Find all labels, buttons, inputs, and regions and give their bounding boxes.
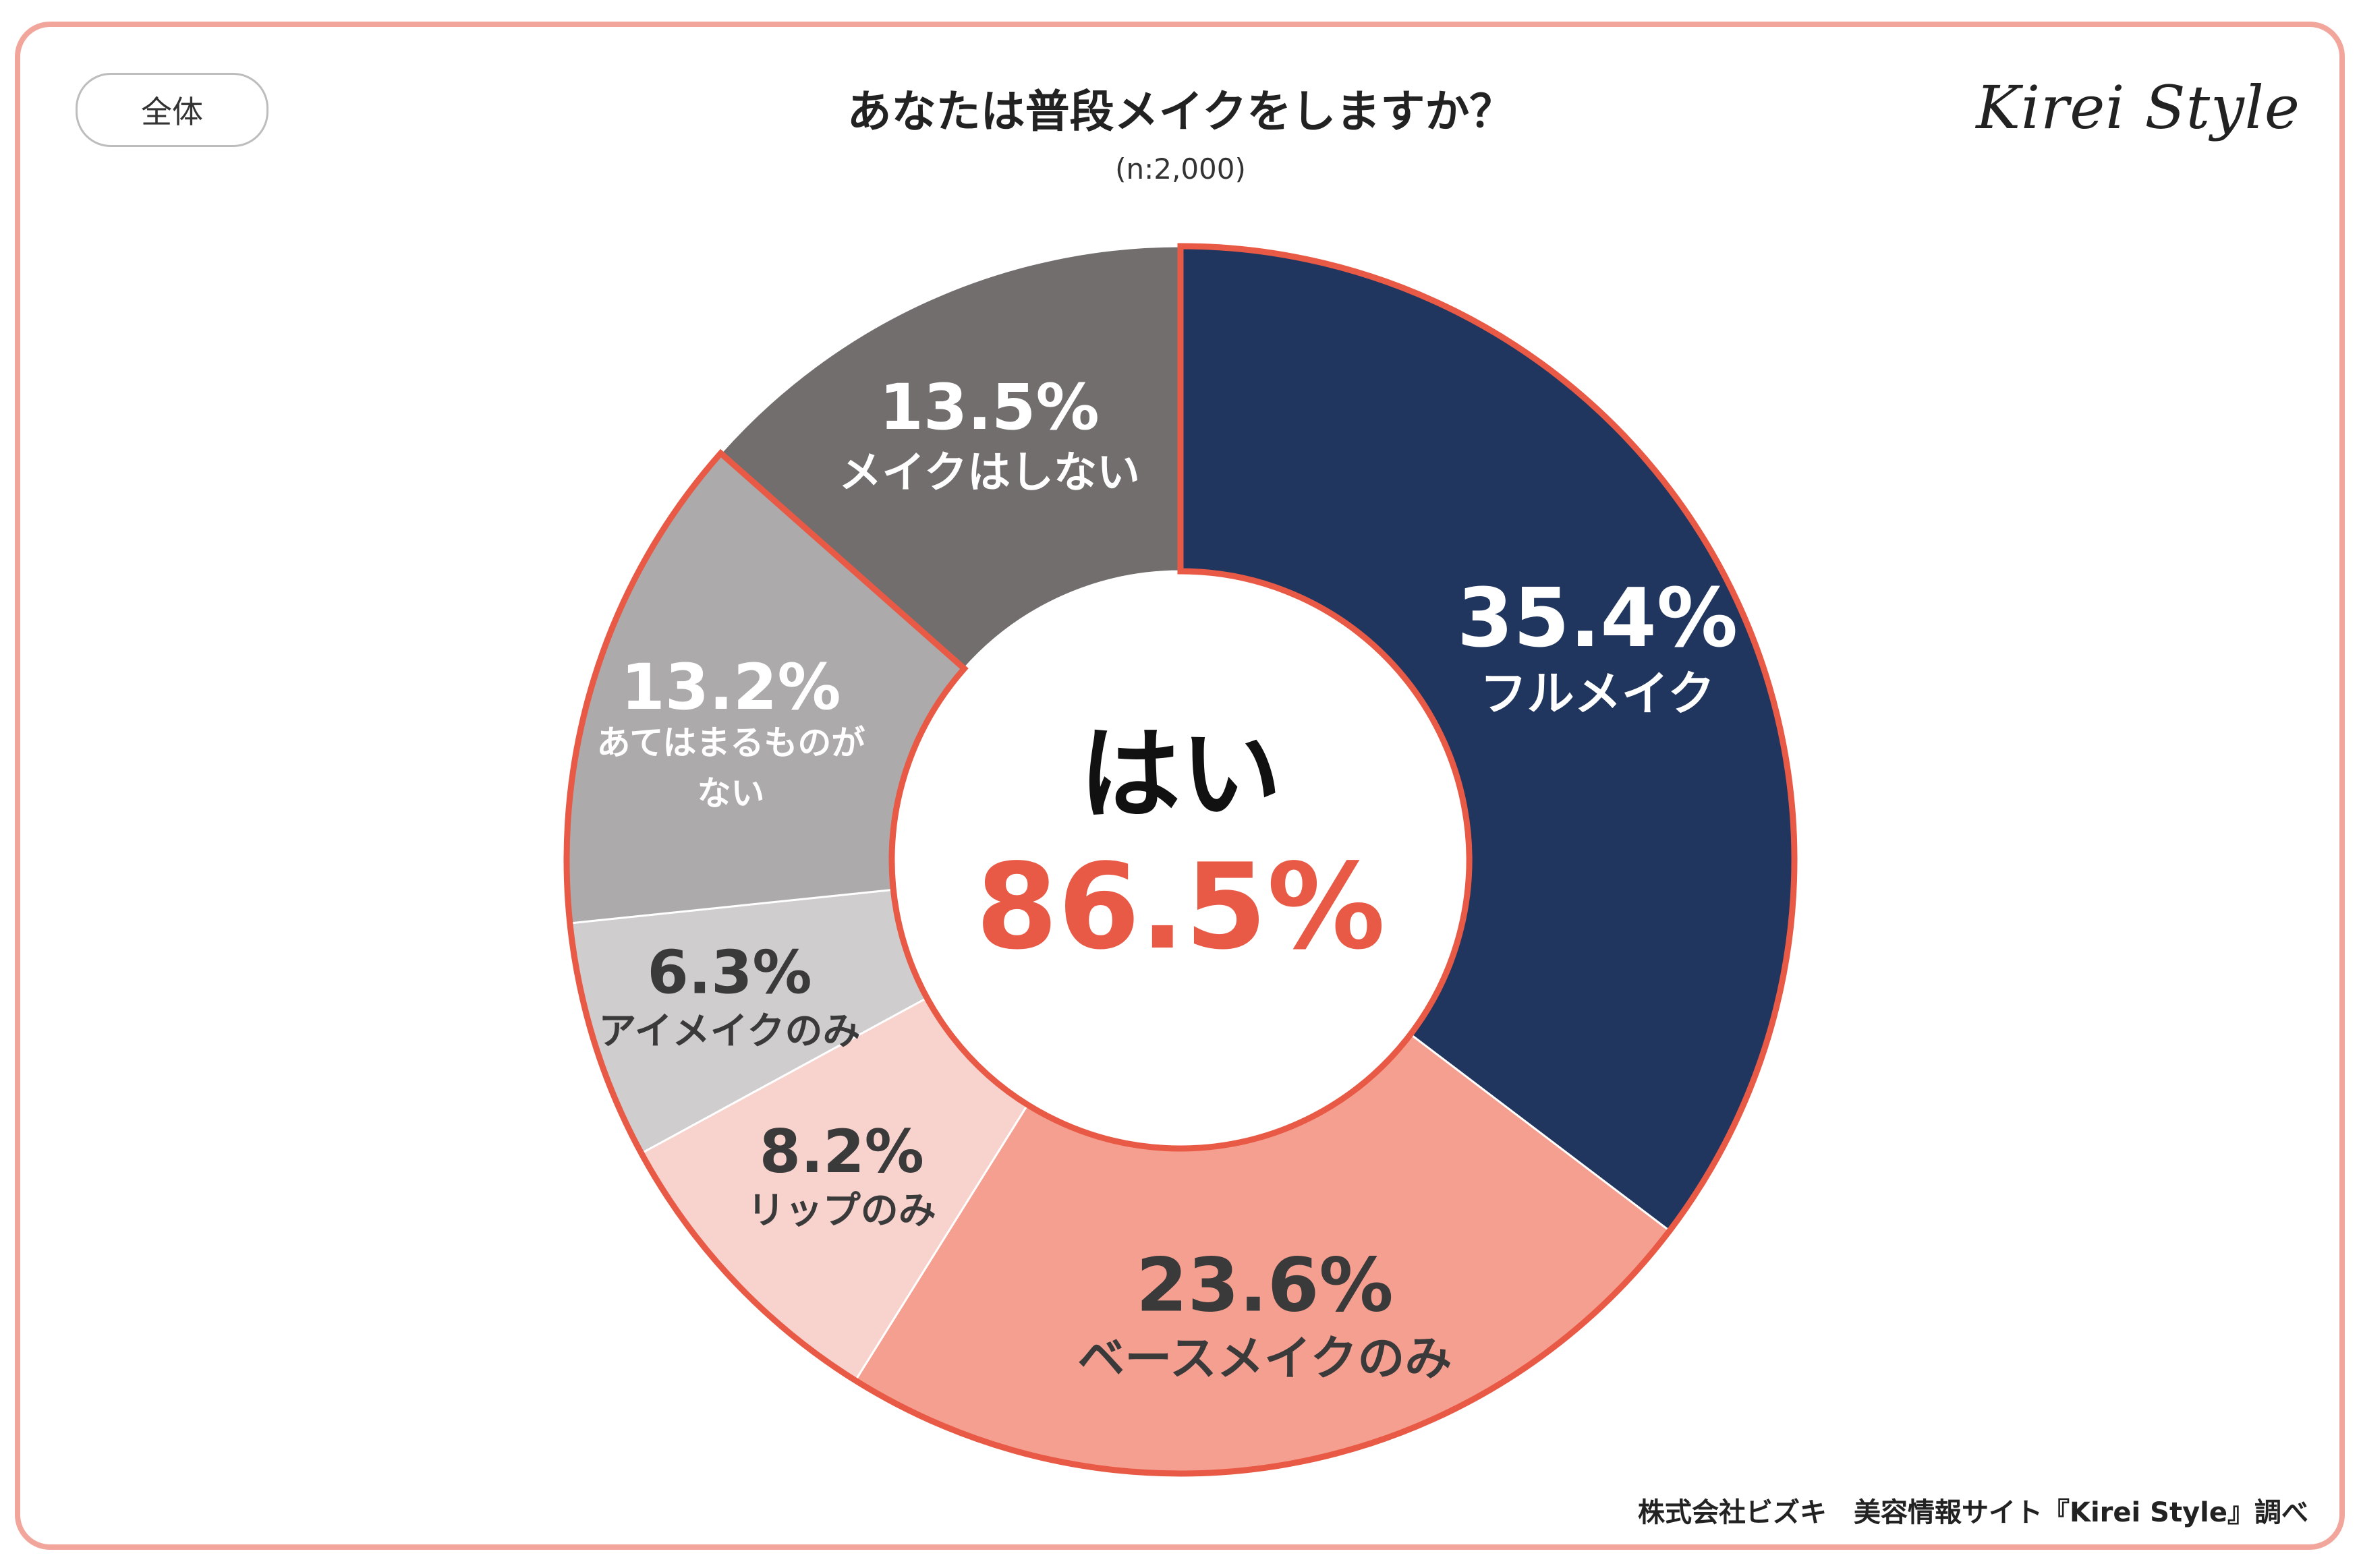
slice-value-label: 13.5% [880, 371, 1100, 444]
brand-logo: Kirei Style [1976, 73, 2300, 142]
center-label-yes: はい [1079, 716, 1282, 834]
chart-title: あなたは普段メイクをしますか？ [847, 86, 1514, 138]
slice-category-label: アイメイクのみ [598, 1010, 860, 1053]
slice-5 [719, 245, 1182, 670]
slice-category-label: あてはまるものが [596, 724, 865, 763]
center-value-percent: 86.5% [975, 839, 1385, 976]
yes-group-outline [563, 243, 1798, 1477]
slice-category-label: ない [697, 774, 764, 813]
slice-category-label: メイクはしない [838, 448, 1140, 498]
slice-category-label: フルメイク [1480, 666, 1715, 722]
slice-value-label: 13.2% [621, 651, 841, 724]
slice-value-label: 8.2% [760, 1117, 924, 1186]
slice-category-label: リップのみ [747, 1189, 936, 1233]
source-credit: 株式会社ビズキ 美容情報サイト『Kirei Style』調べ [1637, 1497, 2308, 1528]
segment-badge: 全体 [76, 73, 268, 147]
chart-subtitle: (n:2,000) [1115, 152, 1246, 185]
slice-value-label: 35.4% [1457, 572, 1738, 666]
slice-category-label: ベースメイクのみ [1077, 1331, 1452, 1386]
slice-value-label: 23.6% [1136, 1242, 1394, 1329]
slice-value-label: 6.3% [647, 938, 812, 1008]
